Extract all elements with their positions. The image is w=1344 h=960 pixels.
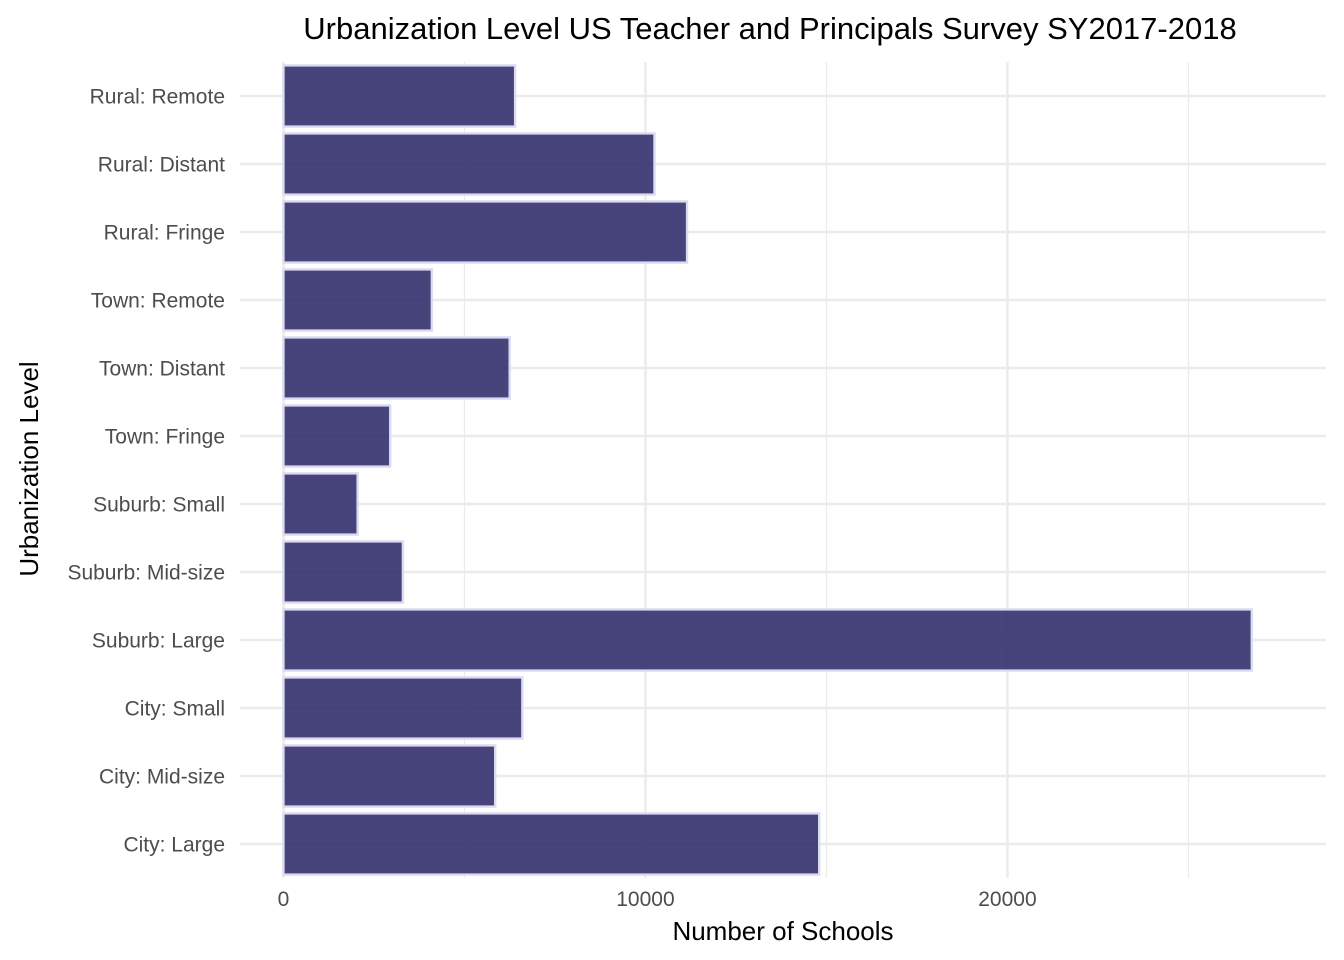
- y-tick-label: Town: Fringe: [105, 426, 225, 449]
- y-tick-label: City: Small: [125, 698, 225, 721]
- x-tick-label: 20000: [978, 888, 1036, 911]
- y-axis-tick-labels: City: Large City: Mid-size City: Small Subu…: [67, 86, 225, 857]
- x-tick-label: 10000: [616, 888, 674, 911]
- bars: [282, 64, 1253, 876]
- bar-suburb-large: [282, 608, 1253, 672]
- x-axis-title: Number of Schools: [672, 916, 893, 946]
- y-tick-label: Town: Remote: [91, 290, 225, 313]
- bar-rural-remote: [282, 64, 517, 128]
- y-tick-label: Rural: Fringe: [104, 222, 225, 245]
- bar-city-small: [282, 676, 524, 740]
- y-tick-label: Suburb: Mid-size: [67, 562, 225, 585]
- bar-rural-fringe: [282, 200, 689, 264]
- bar-suburb-small: [282, 472, 359, 536]
- chart-title: Urbanization Level US Teacher and Princi…: [303, 11, 1236, 46]
- bar-city-mid-size: [282, 744, 497, 808]
- bar-suburb-mid-size: [282, 540, 405, 604]
- bar-town-distant: [282, 336, 511, 400]
- y-tick-label: City: Mid-size: [99, 766, 225, 789]
- x-axis-tick-labels: 0 10000 20000: [278, 888, 1037, 911]
- bar-town-remote: [282, 268, 434, 332]
- y-tick-label: Suburb: Small: [93, 494, 225, 517]
- x-tick-label: 0: [278, 888, 290, 911]
- bar-city-large: [282, 812, 821, 876]
- y-axis-title: Urbanization Level: [14, 361, 44, 576]
- y-tick-label: Suburb: Large: [92, 630, 225, 653]
- y-tick-label: Rural: Remote: [90, 86, 225, 109]
- gridlines: [240, 62, 1326, 878]
- bar-town-fringe: [282, 404, 392, 468]
- y-tick-label: City: Large: [123, 834, 225, 857]
- y-tick-label: Town: Distant: [99, 358, 225, 381]
- y-tick-label: Rural: Distant: [98, 154, 225, 177]
- bar-rural-distant: [282, 132, 656, 196]
